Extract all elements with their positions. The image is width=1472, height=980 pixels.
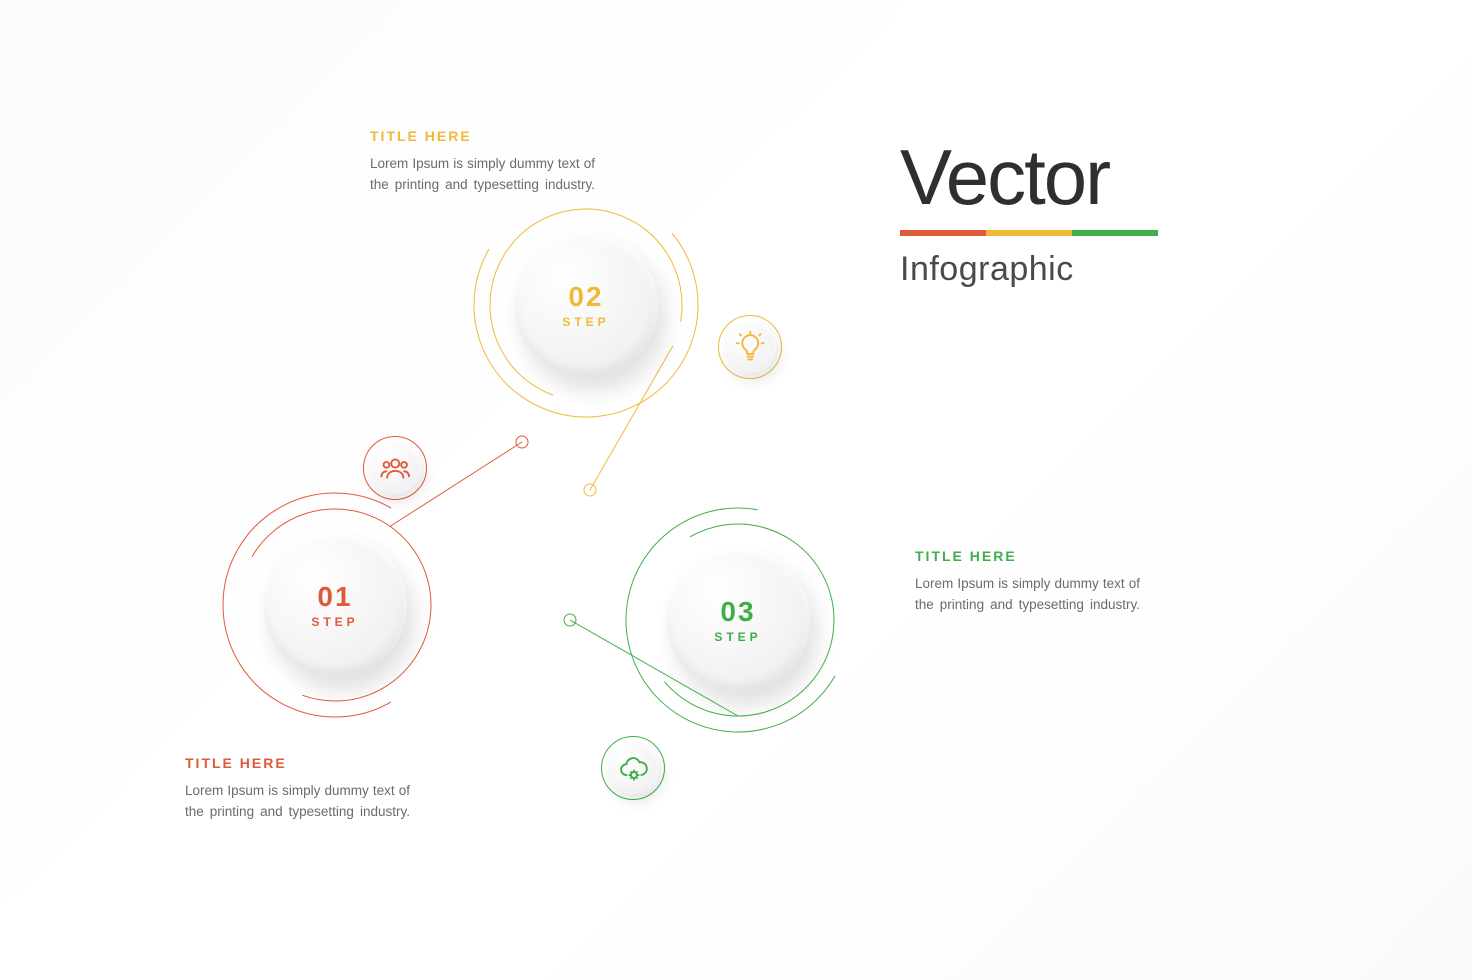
- step-body: Lorem Ipsum is simply dummy text of the …: [915, 574, 1140, 616]
- step-title: TITLE HERE: [915, 548, 1140, 564]
- step-03-disc: 03 STEP: [666, 548, 810, 692]
- cloud-gear-icon: [617, 752, 650, 785]
- step-03-badge: [607, 742, 659, 794]
- step-label: STEP: [714, 630, 761, 644]
- step-number: 03: [720, 596, 755, 628]
- step-03-text: TITLE HERE Lorem Ipsum is simply dummy te…: [915, 548, 1140, 616]
- infographic-stage: Vector Infographic 01STEP TITLE HERELore…: [0, 0, 1472, 980]
- step-03-orbit: [0, 0, 1472, 980]
